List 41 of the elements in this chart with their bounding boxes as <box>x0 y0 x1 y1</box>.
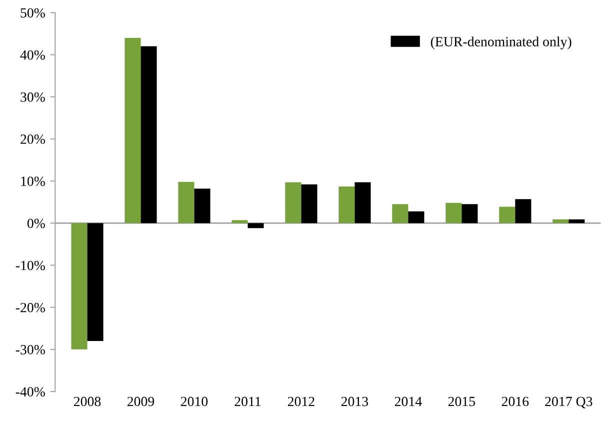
x-tick-label: 2014 <box>394 396 422 406</box>
y-tick-label: 10% <box>21 176 45 186</box>
x-tick-label: 2016 <box>502 396 529 406</box>
bar <box>408 211 424 224</box>
bar <box>301 184 318 224</box>
y-tick-label: -10% <box>16 260 45 270</box>
bar <box>354 182 371 224</box>
bar <box>285 182 302 224</box>
bar <box>71 223 88 350</box>
y-tick-label: -30% <box>16 345 45 354</box>
x-tick-label: 2008 <box>74 396 101 406</box>
y-tick-label: 0% <box>27 218 45 228</box>
y-tick-label: -40% <box>16 387 45 397</box>
x-tick-label: 2015 <box>448 396 476 406</box>
bar <box>232 220 248 224</box>
bar <box>87 223 104 342</box>
bar <box>194 188 210 224</box>
y-tick-label: 50% <box>20 8 45 18</box>
bar <box>462 204 478 224</box>
bar <box>446 202 462 224</box>
y-tick-label: 40% <box>20 50 45 60</box>
bar <box>124 38 141 224</box>
bar <box>392 204 408 224</box>
y-tick-label: 30% <box>20 92 45 102</box>
y-tick-label: 20% <box>20 134 45 144</box>
bar <box>552 219 569 224</box>
x-tick-label: 2009 <box>127 396 154 406</box>
x-tick-label: 2011 <box>234 396 261 406</box>
x-tick-label: 2010 <box>180 396 208 406</box>
bar <box>140 46 157 224</box>
x-tick-label: 2013 <box>341 396 368 406</box>
x-tick-label: 2017 Q3 <box>545 396 592 408</box>
bar <box>515 199 532 224</box>
legend-label: (EUR-denominated only) <box>430 36 572 50</box>
bar <box>568 219 585 224</box>
bar <box>499 206 516 224</box>
bar <box>248 223 264 228</box>
x-tick-label: 2012 <box>288 396 314 406</box>
y-tick-label: -20% <box>16 302 45 312</box>
bar <box>178 182 194 224</box>
bar <box>338 186 355 224</box>
